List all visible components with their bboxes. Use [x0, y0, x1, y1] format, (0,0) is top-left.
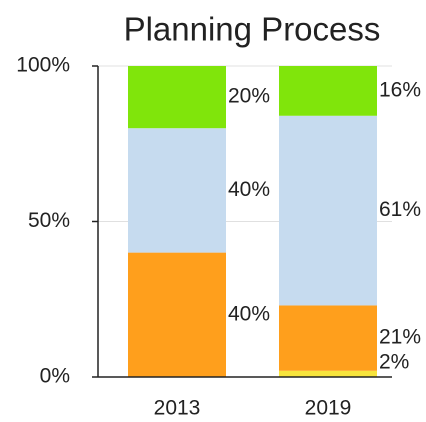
- value-label: 20%: [228, 85, 270, 108]
- y-tick-label: 100%: [16, 54, 70, 77]
- bar-segment: [279, 370, 377, 377]
- x-tick-label: 2019: [305, 397, 352, 420]
- value-label: 40%: [228, 178, 270, 201]
- bar-segment: [279, 66, 377, 116]
- bar-segment: [279, 305, 377, 371]
- chart-title: Planning Process: [124, 11, 381, 48]
- y-tick-label: 0%: [40, 365, 70, 388]
- value-label: 40%: [228, 302, 270, 325]
- x-tick-label: 2013: [154, 397, 201, 420]
- value-label: 61%: [379, 198, 421, 221]
- y-tick-label: 50%: [28, 209, 70, 232]
- bar-segment: [128, 66, 226, 129]
- value-label: 2%: [379, 351, 409, 374]
- bar-segment: [128, 252, 226, 377]
- value-label: 21%: [379, 326, 421, 349]
- bar-segment: [279, 115, 377, 306]
- value-label: 16%: [379, 78, 421, 101]
- bar-segment: [128, 128, 226, 253]
